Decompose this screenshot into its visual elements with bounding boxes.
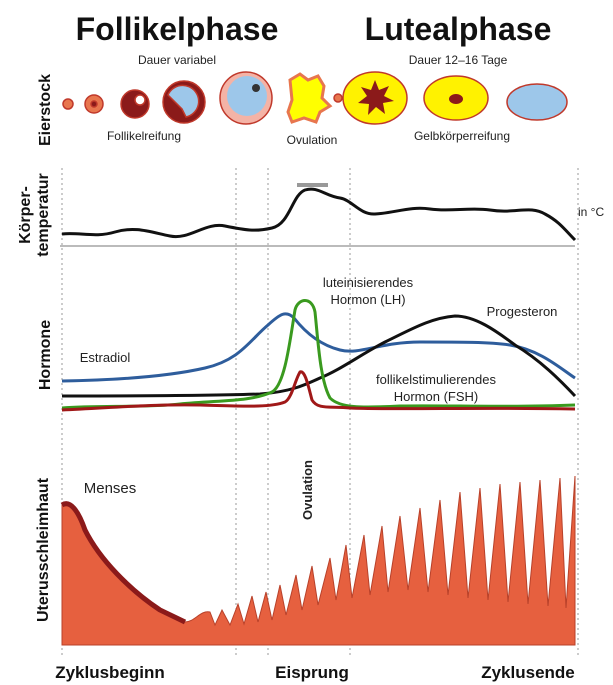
hormone-label: follikelstimulierendes (376, 372, 496, 387)
timeline-label: Zyklusbeginn (55, 663, 165, 682)
temperature-curve (62, 189, 575, 240)
row-label: temperatur (35, 173, 52, 257)
hormone-label: luteinisierendes (323, 275, 414, 290)
phase-title: Lutealphase (365, 11, 552, 47)
stage-label: Gelbkörperreifung (414, 129, 510, 143)
unit-label: in °C (578, 205, 604, 219)
stage-label: Ovulation (287, 133, 338, 147)
page: {"header": {"follicular": "Follikelphase… (0, 0, 613, 685)
hormone-label: Hormon (LH) (330, 292, 405, 307)
hormone-label: Estradiol (80, 350, 131, 365)
row-label: Hormone (37, 320, 54, 390)
row-label: Körper- (17, 186, 34, 244)
phase-duration: Dauer variabel (138, 53, 216, 67)
diagram: Follikelphase Lutealphase Dauer variabel… (0, 0, 613, 685)
endometrium (62, 476, 575, 645)
ovulation-label: Ovulation (300, 460, 315, 520)
timeline-label: Zyklusende (481, 663, 575, 682)
hormone-label: Hormon (FSH) (394, 389, 479, 404)
phase-duration: Dauer 12–16 Tage (409, 53, 508, 67)
row-label: Eierstock (37, 74, 54, 146)
timeline-label: Eisprung (275, 663, 349, 682)
hormone-label: Progesteron (487, 304, 558, 319)
menses-label: Menses (84, 480, 137, 497)
stage-label: Follikelreifung (107, 129, 181, 143)
phase-title: Follikelphase (76, 11, 279, 47)
row-label: Uterusschleimhaut (35, 477, 52, 622)
ovary-stages (63, 72, 567, 124)
